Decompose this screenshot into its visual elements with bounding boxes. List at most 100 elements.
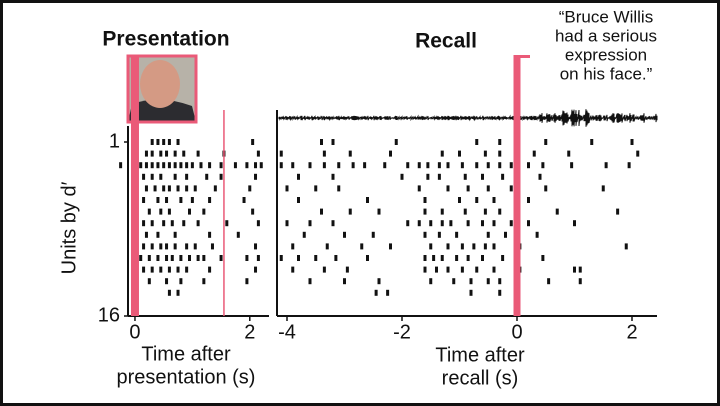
spike bbox=[162, 220, 166, 227]
spike bbox=[423, 197, 427, 203]
x-tick-label: 2 bbox=[626, 321, 637, 343]
spike bbox=[162, 162, 166, 169]
spike bbox=[147, 278, 151, 285]
spike bbox=[182, 150, 186, 157]
spike bbox=[435, 266, 438, 273]
spike bbox=[627, 162, 631, 169]
photo bbox=[126, 54, 198, 124]
spike bbox=[348, 150, 352, 157]
spike bbox=[176, 139, 180, 145]
spike bbox=[630, 139, 634, 145]
spike bbox=[460, 243, 464, 250]
spike bbox=[219, 173, 223, 180]
spike bbox=[210, 243, 214, 250]
spike bbox=[291, 243, 295, 250]
spike bbox=[504, 231, 507, 238]
spike bbox=[202, 255, 206, 261]
spike bbox=[458, 197, 461, 203]
spike bbox=[170, 220, 174, 227]
x-axis-label: Time after bbox=[141, 343, 231, 365]
spike bbox=[406, 220, 410, 227]
spike bbox=[219, 255, 223, 261]
spike bbox=[325, 243, 329, 250]
spike bbox=[535, 231, 539, 238]
spike bbox=[279, 150, 283, 157]
spike bbox=[498, 208, 502, 215]
spike bbox=[374, 289, 378, 296]
spike bbox=[159, 150, 163, 157]
y-axis-label: Units by d′ bbox=[58, 181, 80, 274]
spike bbox=[159, 243, 163, 250]
x-axis-label: presentation (s) bbox=[117, 366, 256, 388]
spike bbox=[423, 208, 427, 215]
spike bbox=[475, 139, 479, 145]
spike bbox=[578, 278, 582, 285]
spike bbox=[486, 278, 490, 285]
spike bbox=[308, 162, 312, 169]
spike bbox=[343, 278, 346, 285]
spike bbox=[193, 185, 197, 192]
spike bbox=[242, 197, 246, 203]
spike bbox=[144, 150, 148, 157]
spike bbox=[285, 220, 289, 227]
spike bbox=[251, 208, 255, 215]
spike bbox=[469, 278, 473, 285]
y-tick-label: 16 bbox=[98, 304, 120, 326]
spike bbox=[351, 162, 355, 169]
spike bbox=[245, 278, 249, 285]
quote-line: “Bruce Willis bbox=[559, 7, 653, 26]
spike bbox=[334, 255, 338, 261]
spike bbox=[406, 162, 410, 169]
spike bbox=[185, 185, 189, 192]
spike bbox=[236, 231, 240, 238]
spike bbox=[170, 255, 174, 261]
spike bbox=[337, 162, 341, 169]
spike bbox=[455, 231, 459, 238]
spike bbox=[475, 266, 479, 273]
spike bbox=[245, 162, 249, 169]
spike bbox=[616, 208, 620, 215]
spike bbox=[193, 243, 197, 250]
photo-border bbox=[126, 54, 198, 124]
quote-line: had a serious bbox=[555, 26, 657, 45]
spike bbox=[573, 220, 576, 227]
x-tick-label: 0 bbox=[129, 321, 140, 343]
spike bbox=[150, 162, 154, 169]
spike bbox=[202, 278, 206, 285]
spike bbox=[429, 278, 433, 285]
spike bbox=[291, 266, 295, 273]
spike bbox=[156, 162, 160, 169]
spike bbox=[590, 139, 594, 145]
spike bbox=[165, 243, 169, 250]
audio-waveform bbox=[278, 109, 658, 127]
spike bbox=[498, 289, 502, 296]
spike bbox=[167, 185, 171, 192]
spike bbox=[455, 255, 459, 261]
spike bbox=[285, 185, 289, 192]
spike bbox=[167, 289, 171, 296]
spike bbox=[437, 162, 441, 169]
spike bbox=[460, 162, 464, 169]
spike bbox=[256, 220, 260, 227]
x-axis-label: Time after bbox=[435, 344, 525, 366]
spike bbox=[426, 162, 430, 169]
spike bbox=[544, 185, 548, 192]
spike bbox=[486, 162, 490, 169]
spike bbox=[501, 173, 505, 180]
spike bbox=[345, 266, 349, 273]
spike bbox=[440, 220, 444, 227]
spike bbox=[251, 139, 255, 145]
spike bbox=[458, 150, 461, 157]
spike bbox=[139, 255, 143, 261]
spike bbox=[394, 139, 398, 145]
spike bbox=[150, 139, 154, 145]
spike bbox=[139, 162, 143, 169]
spike bbox=[475, 197, 479, 203]
spike bbox=[426, 173, 430, 180]
spike bbox=[331, 139, 335, 145]
spike bbox=[297, 255, 300, 261]
spike bbox=[225, 220, 229, 227]
spike bbox=[440, 150, 444, 157]
spike bbox=[156, 255, 160, 261]
